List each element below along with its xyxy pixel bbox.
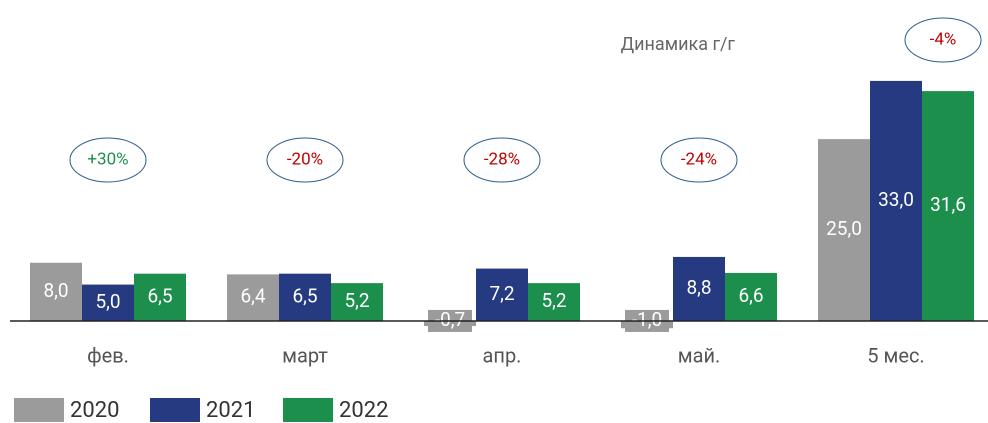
x-tick-label: май.	[678, 343, 721, 367]
value-label: 5,2	[344, 289, 369, 312]
x-tick-label: фев.	[87, 343, 129, 367]
change-label: -24%	[681, 149, 717, 169]
change-circle	[904, 17, 982, 63]
change-label: -28%	[484, 149, 520, 169]
change-caption: Динамика г/г	[621, 34, 736, 55]
bar	[870, 80, 922, 321]
value-label: -1,0	[632, 308, 662, 331]
bar	[227, 274, 279, 321]
value-label: -0,7	[435, 308, 465, 331]
bar	[134, 273, 186, 321]
legend-swatch	[150, 398, 200, 422]
change-circle	[463, 137, 541, 183]
bar	[725, 272, 777, 321]
legend-swatch	[14, 398, 64, 422]
change-label: -20%	[287, 149, 323, 169]
bar	[922, 91, 974, 321]
change-circle	[266, 137, 344, 183]
value-label: 33,0	[878, 188, 914, 211]
bar	[476, 268, 528, 321]
value-label: 25,0	[826, 217, 862, 240]
bar	[30, 262, 82, 321]
value-label: 6,6	[738, 284, 763, 307]
value-label: 5,2	[541, 289, 566, 312]
bar	[82, 284, 134, 321]
value-label: 6,5	[147, 284, 172, 307]
change-label: -4%	[930, 29, 957, 49]
value-label: 31,6	[930, 193, 966, 216]
bar	[279, 273, 331, 321]
value-label: 6,5	[292, 284, 317, 307]
x-tick-label: март	[282, 343, 328, 367]
change-label: +30%	[87, 149, 128, 169]
bar	[673, 256, 725, 321]
bar	[818, 139, 870, 321]
change-circle	[69, 137, 147, 183]
x-tick-label: 5 мес.	[867, 343, 924, 367]
legend-swatch	[283, 398, 333, 422]
value-label: 7,2	[489, 282, 514, 305]
bar	[331, 283, 383, 321]
value-label: 8,0	[43, 279, 68, 302]
bar	[528, 283, 580, 321]
value-label: 5,0	[95, 290, 120, 313]
legend-label: 2021	[206, 398, 255, 423]
change-circle	[660, 137, 738, 183]
legend-label: 2020	[70, 398, 119, 423]
value-label: 6,4	[240, 285, 265, 308]
legend-label: 2022	[339, 398, 388, 423]
x-tick-label: апр.	[483, 343, 522, 367]
value-label: 8,8	[686, 276, 711, 299]
